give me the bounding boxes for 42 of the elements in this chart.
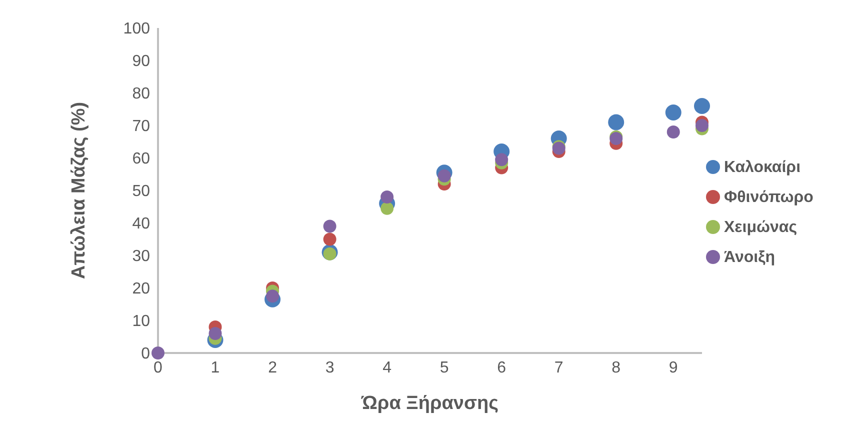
x-tick-label: 2 bbox=[268, 359, 278, 376]
x-tick-label: 5 bbox=[440, 359, 449, 376]
x-tick-label: 4 bbox=[382, 359, 392, 376]
point bbox=[665, 104, 682, 120]
point bbox=[438, 169, 451, 182]
point bbox=[380, 190, 394, 204]
y-tick-label: 60 bbox=[132, 150, 150, 168]
x-tick-label: 8 bbox=[612, 359, 621, 376]
x-tick-label: 0 bbox=[154, 359, 163, 376]
point bbox=[323, 247, 336, 260]
y-tick-label: 90 bbox=[132, 53, 150, 70]
x-tick-label: 9 bbox=[668, 359, 678, 376]
point bbox=[694, 98, 710, 114]
x-axis-title: Ώρα Ξήρανσης bbox=[360, 393, 499, 414]
legend-label: Φθινόπωρο bbox=[724, 188, 814, 206]
legend-label: Καλοκαίρι bbox=[724, 158, 801, 176]
x-tick-label: 6 bbox=[497, 359, 506, 376]
point bbox=[696, 119, 708, 132]
y-tick-label: 70 bbox=[132, 118, 150, 136]
point bbox=[495, 153, 508, 166]
legend-label: Χειμώνας bbox=[724, 218, 798, 236]
y-tick-label: 0 bbox=[141, 346, 150, 363]
point bbox=[323, 232, 336, 246]
point bbox=[608, 114, 624, 130]
point bbox=[266, 290, 280, 303]
y-tick-label: 10 bbox=[132, 313, 150, 330]
y-tick-label: 80 bbox=[132, 86, 150, 103]
y-tick-label: 40 bbox=[132, 216, 150, 233]
point bbox=[666, 126, 680, 138]
y-tick-label: 30 bbox=[132, 248, 150, 266]
point bbox=[152, 346, 164, 360]
y-tick-label: 50 bbox=[132, 183, 150, 200]
y-tick-label: 20 bbox=[132, 280, 150, 298]
x-tick-label: 1 bbox=[210, 359, 220, 376]
x-tick-label: 7 bbox=[554, 359, 564, 376]
point bbox=[208, 327, 222, 340]
point bbox=[323, 220, 336, 233]
point bbox=[380, 202, 394, 215]
legend-label: Άνοιξη bbox=[724, 248, 775, 266]
y-tick-label: 100 bbox=[123, 20, 150, 38]
x-tick-label: 3 bbox=[325, 359, 334, 376]
y-axis-title: Απώλεια Μάζας (%) bbox=[68, 102, 90, 280]
